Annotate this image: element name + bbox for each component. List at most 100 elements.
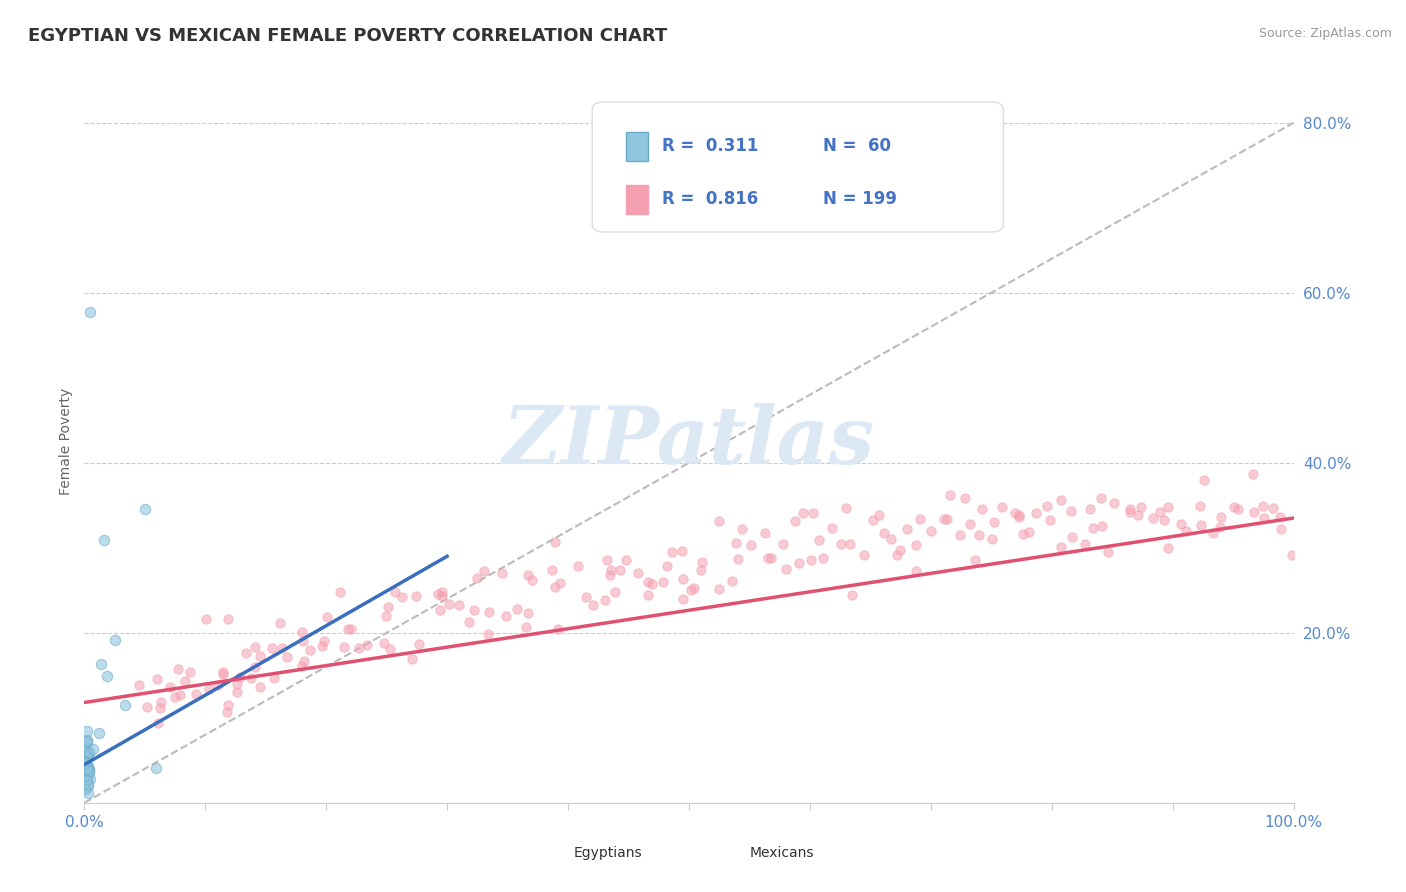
Point <box>1170 517 1192 532</box>
Point <box>637 588 659 602</box>
Point <box>491 566 513 581</box>
Point <box>772 537 794 551</box>
Point <box>249 649 271 664</box>
Point <box>401 652 423 666</box>
Point <box>886 548 908 562</box>
Point <box>212 665 235 679</box>
Point <box>197 682 219 697</box>
Point <box>76 734 98 748</box>
Point <box>800 553 823 567</box>
Point <box>75 771 97 785</box>
Point <box>128 678 150 692</box>
Point <box>801 507 824 521</box>
Point <box>146 672 169 686</box>
Point <box>1227 501 1250 516</box>
Point <box>543 535 565 549</box>
Point <box>457 615 479 630</box>
Point <box>1007 509 1029 524</box>
Point <box>868 508 890 523</box>
Point <box>754 526 776 541</box>
Point <box>1189 518 1212 533</box>
Point <box>75 760 97 774</box>
Point <box>347 641 370 656</box>
Point <box>1175 524 1198 539</box>
Point <box>1281 548 1303 562</box>
Point <box>1118 505 1140 519</box>
Point <box>73 752 96 766</box>
Point <box>93 533 115 547</box>
Point <box>756 551 779 566</box>
Point <box>72 749 94 764</box>
Point <box>1078 501 1101 516</box>
Point <box>463 603 485 617</box>
Point <box>405 589 427 603</box>
Point <box>76 772 98 787</box>
Point <box>1118 502 1140 516</box>
Point <box>239 671 262 685</box>
Point <box>77 746 100 760</box>
Point <box>149 694 172 708</box>
Point <box>681 583 703 598</box>
Point <box>229 670 252 684</box>
Point <box>437 597 460 611</box>
Point <box>1209 510 1232 524</box>
Point <box>1270 522 1292 536</box>
Point <box>682 582 704 596</box>
Point <box>432 589 454 603</box>
Point <box>935 512 957 526</box>
Point <box>862 513 884 527</box>
Point <box>75 742 97 756</box>
Point <box>1036 499 1059 513</box>
Point <box>821 521 844 535</box>
Point <box>337 622 360 636</box>
Point <box>146 715 169 730</box>
Point <box>73 763 96 777</box>
Point <box>174 673 197 688</box>
Point <box>75 755 97 769</box>
Point <box>339 622 361 636</box>
Point <box>1091 519 1114 533</box>
Point <box>76 765 98 780</box>
Point <box>515 620 537 634</box>
Point <box>609 563 631 577</box>
Point <box>1223 500 1246 514</box>
Point <box>207 678 229 692</box>
Point <box>1201 525 1223 540</box>
Point <box>329 584 352 599</box>
Point <box>79 772 101 786</box>
Point <box>73 756 96 771</box>
Point <box>541 563 564 577</box>
Point <box>1253 510 1275 524</box>
Point <box>291 633 314 648</box>
Text: Source: ZipAtlas.com: Source: ZipAtlas.com <box>1258 27 1392 40</box>
Point <box>73 739 96 753</box>
Point <box>75 745 97 759</box>
Point <box>114 698 136 712</box>
Point <box>145 761 167 775</box>
Point <box>167 662 190 676</box>
Point <box>672 592 695 607</box>
Point <box>517 606 540 620</box>
Point <box>550 576 572 591</box>
Point <box>839 537 862 551</box>
Point <box>269 615 291 630</box>
Point <box>76 745 98 759</box>
Point <box>657 559 679 574</box>
Point <box>775 562 797 576</box>
Point <box>82 741 104 756</box>
Point <box>792 506 814 520</box>
Point <box>245 659 267 673</box>
Y-axis label: Female Poverty: Female Poverty <box>59 388 73 495</box>
Point <box>314 633 336 648</box>
Point <box>731 522 754 536</box>
Text: N =  60: N = 60 <box>823 137 891 155</box>
Point <box>1270 510 1292 524</box>
Point <box>516 567 538 582</box>
Point <box>853 548 876 562</box>
Text: R =  0.816: R = 0.816 <box>662 190 759 209</box>
Point <box>905 565 928 579</box>
Point <box>73 780 96 795</box>
Point <box>543 580 565 594</box>
Point <box>77 763 100 777</box>
Point <box>1049 493 1071 508</box>
